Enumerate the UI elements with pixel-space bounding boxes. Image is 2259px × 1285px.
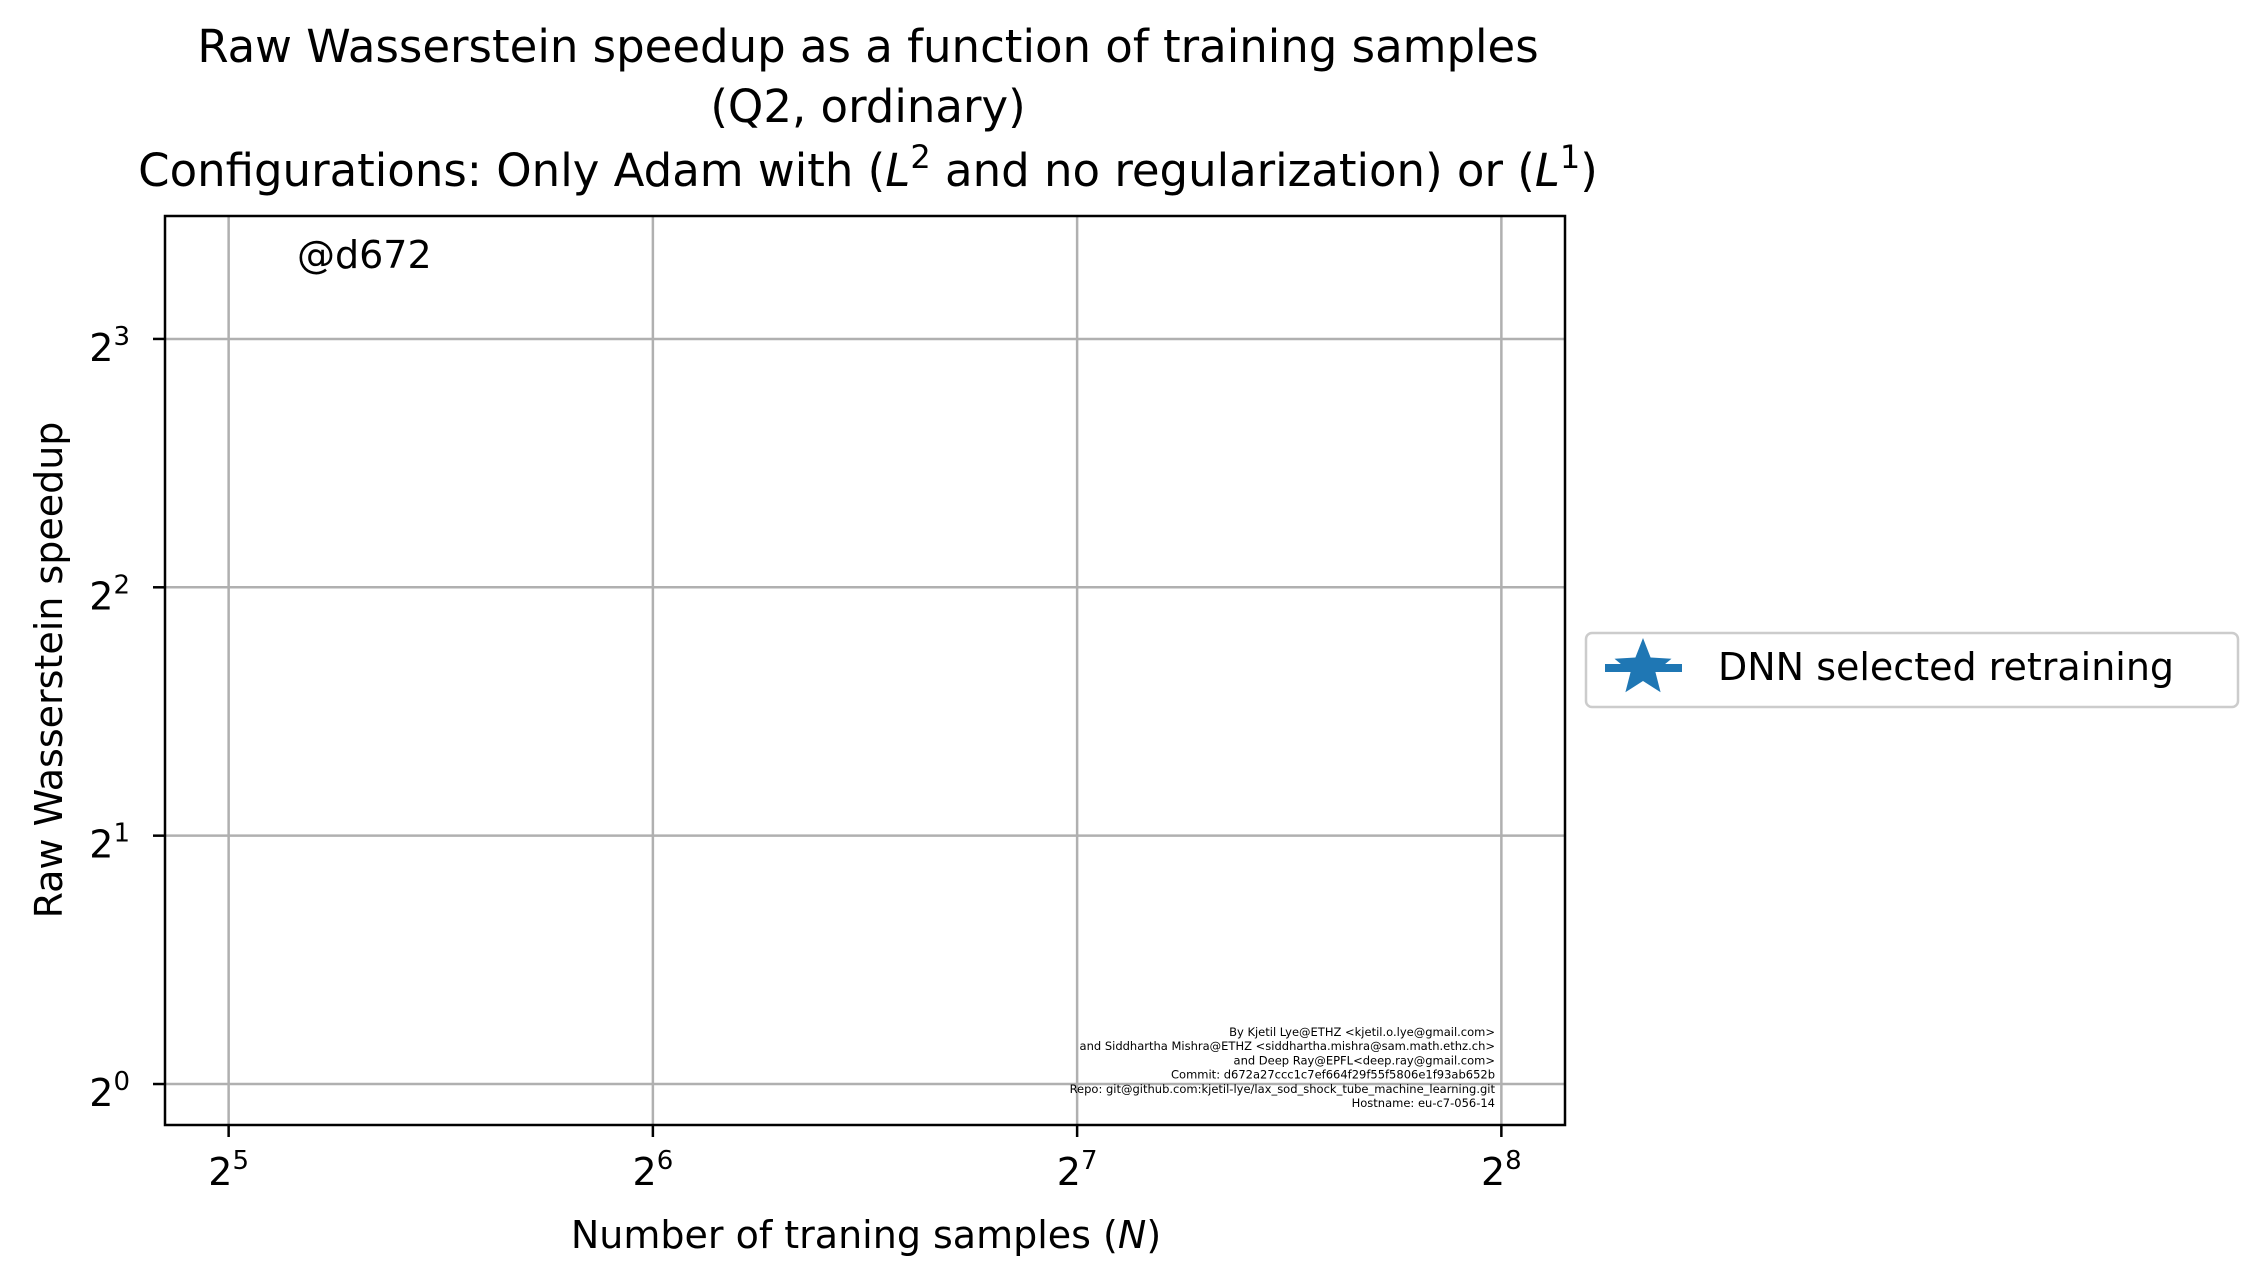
y-tick-label: 21 [89,819,130,867]
subtitle-l1-base: L [1535,144,1560,197]
x-tick-exponent: 8 [1505,1146,1522,1176]
subtitle-l2-exp: 2 [910,138,930,176]
x-tick-exponent: 7 [1081,1146,1098,1176]
x-tick-base: 2 [633,1150,657,1194]
y-tick-label: 20 [89,1067,130,1115]
y-tick-base: 2 [89,1071,113,1115]
subtitle-l2-base: L [885,144,910,197]
plot-frame [163,214,1567,1127]
subtitle-prefix: Configurations: Only Adam with ( [138,144,885,197]
chart-subtitle: Configurations: Only Adam with (L2 and n… [138,138,1598,197]
credit-line: and Siddhartha Mishra@ETHZ <siddhartha.m… [1080,1039,1495,1053]
legend-box [1584,631,2240,709]
legend: DNN selected retraining [1584,631,2240,709]
x-tick-label: 26 [633,1146,674,1194]
y-tick-exponent: 1 [113,819,130,849]
y-tick-base: 2 [89,823,113,867]
chart-title-line-2: (Q2, ordinary) [710,80,1025,133]
x-tick-base: 2 [1481,1150,1505,1194]
version-annotation: @d672 [297,233,432,277]
x-axis-label-var: N [1118,1213,1146,1257]
y-axis-label: Raw Wasserstein speedup [27,422,71,919]
subtitle-suffix: ) [1580,144,1598,197]
y-tick-exponent: 2 [113,570,130,600]
x-tick-base: 2 [1057,1150,1081,1194]
x-tick-exponent: 6 [657,1146,674,1176]
subtitle-middle: and no regularization) or ( [931,144,1535,197]
credit-line: Repo: git@github.com:kjetil-lye/lax_sod_… [1070,1082,1496,1096]
credit-line: Hostname: eu-c7-056-14 [1352,1096,1495,1110]
x-tick-label: 27 [1057,1146,1098,1194]
legend-label: DNN selected retraining [1718,645,2174,689]
credit-line: Commit: d672a27ccc1c7ef664f29f55f5806e1f… [1171,1068,1495,1082]
x-tick-label: 28 [1481,1146,1522,1194]
y-tick-base: 2 [89,326,113,370]
x-axis-label-close: ) [1146,1213,1161,1257]
y-tick-exponent: 3 [113,322,130,352]
legend-star-marker [1614,638,1672,693]
y-tick-base: 2 [89,574,113,618]
x-tick-exponent: 5 [232,1146,249,1176]
credits-footer: By Kjetil Lye@ETHZ <kjetil.o.lye@gmail.c… [1070,1025,1496,1110]
credit-line: and Deep Ray@EPFL<deep.ray@gmail.com> [1234,1053,1495,1067]
x-axis-label-text: Number of traning samples ( [571,1213,1118,1257]
x-tick-label: 25 [208,1146,249,1194]
x-tick-base: 2 [208,1150,232,1194]
credit-line: By Kjetil Lye@ETHZ <kjetil.o.lye@gmail.c… [1229,1025,1495,1039]
y-tick-exponent: 0 [113,1067,130,1097]
chart-title-line-1: Raw Wasserstein speedup as a function of… [197,20,1538,73]
y-tick-label: 23 [89,322,130,370]
subtitle-l1-exp: 1 [1560,138,1580,176]
grid-lines [165,216,1565,1125]
y-tick-label: 22 [89,570,130,618]
x-axis-label: Number of traning samples (N) [571,1213,1161,1257]
